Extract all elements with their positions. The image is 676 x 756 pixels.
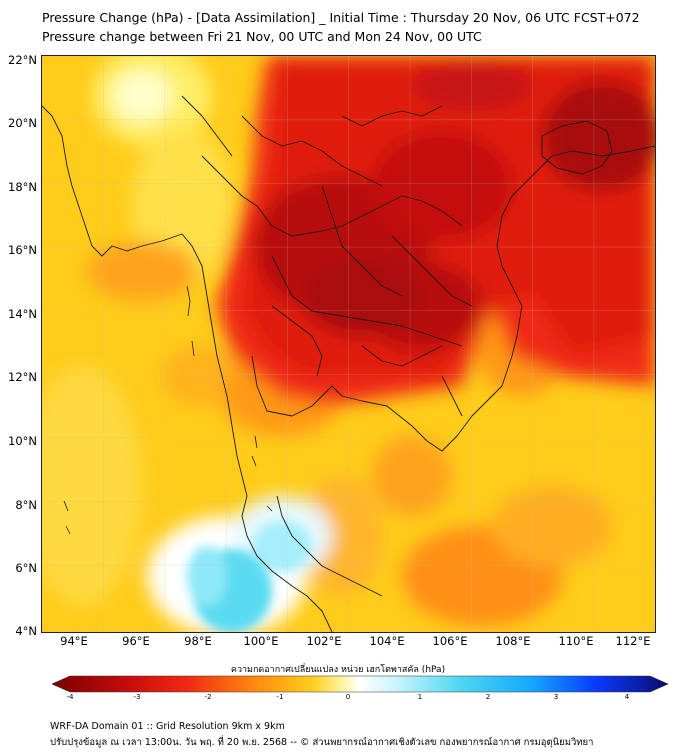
lat-label-18n: 18°N (8, 180, 37, 194)
lat-label-22n: 22°N (8, 53, 37, 67)
colorbar-tick: 0 (345, 693, 351, 701)
pressure-change-map (41, 55, 656, 633)
lat-label-10n: 10°N (8, 434, 37, 448)
domain-info: WRF-DA Domain 01 :: Grid Resolution 9km … (50, 721, 285, 732)
colorbar-tick: 1 (417, 693, 423, 701)
lon-label-112e: 112°E (615, 634, 651, 648)
colorbar-tick: -2 (204, 693, 212, 701)
lon-label-110e: 110°E (558, 634, 594, 648)
lat-label-12n: 12°N (8, 370, 37, 384)
pressure-field (42, 56, 655, 632)
map-subtitle: Pressure change between Fri 21 Nov, 00 U… (42, 29, 482, 44)
lon-label-98e: 98°E (184, 634, 212, 648)
colorbar-title: ความกดอากาศเปลี่ยนแปลง หน่วย เฮกโตพาสคัล… (230, 665, 446, 675)
colorbar (52, 675, 669, 693)
lon-label-102e: 102°E (306, 634, 342, 648)
colorbar-tick: -1 (276, 693, 284, 701)
lat-label-6n: 6°N (15, 561, 37, 575)
colorbar-tick: 4 (624, 693, 630, 701)
lat-label-14n: 14°N (8, 307, 37, 321)
lat-label-16n: 16°N (8, 243, 37, 257)
lat-label-4n: 4°N (15, 624, 37, 638)
colorbar-tick: 3 (553, 693, 559, 701)
lon-label-96e: 96°E (122, 634, 150, 648)
update-credit: ปรับปรุงข้อมูล ณ เวลา 13:00น. วัน พฤ. ที… (50, 737, 594, 748)
lat-label-20n: 20°N (8, 116, 37, 130)
lon-label-100e: 100°E (243, 634, 279, 648)
lat-label-8n: 8°N (15, 498, 37, 512)
lon-label-104e: 104°E (369, 634, 405, 648)
lon-label-106e: 106°E (432, 634, 468, 648)
lon-label-94e: 94°E (60, 634, 88, 648)
colorbar-tick: -3 (133, 693, 141, 701)
colorbar-tick: 2 (485, 693, 491, 701)
map-title: Pressure Change (hPa) - [Data Assimilati… (42, 10, 640, 25)
lon-label-108e: 108°E (495, 634, 531, 648)
colorbar-tick: -4 (66, 693, 74, 701)
